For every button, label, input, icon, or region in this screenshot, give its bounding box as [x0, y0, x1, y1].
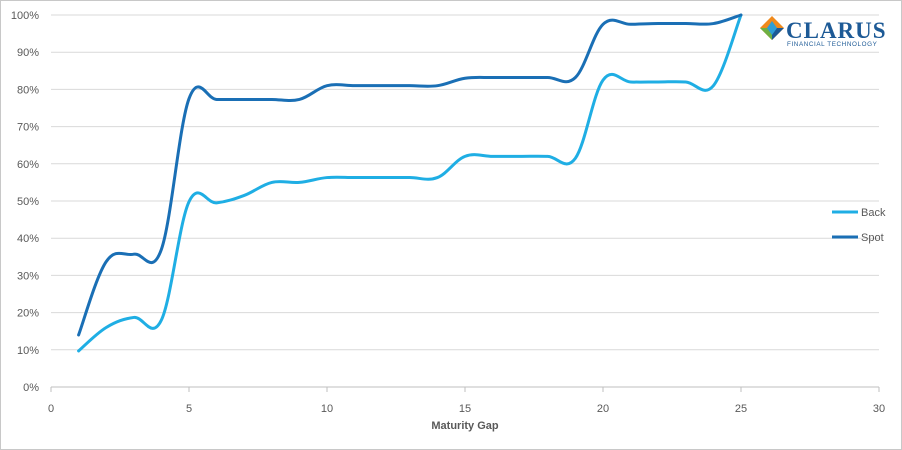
y-tick-label: 20%: [17, 308, 39, 320]
y-tick-label: 60%: [17, 159, 39, 171]
legend: Back Spot: [832, 207, 886, 244]
logo-tagline: FINANCIAL TECHNOLOGY: [787, 41, 878, 48]
series-lines: [77, 13, 743, 353]
y-tick-label: 50%: [17, 196, 39, 208]
y-tick-label: 30%: [17, 270, 39, 282]
clarus-logo: CLARUS FINANCIAL TECHNOLOGY: [760, 16, 887, 48]
y-tick-label: 0%: [23, 382, 39, 394]
legend-item-back: Back: [832, 207, 886, 219]
y-tick-label: 90%: [17, 47, 39, 59]
x-tick-label: 0: [48, 403, 54, 415]
y-tick-label: 80%: [17, 84, 39, 96]
x-tick-label: 20: [597, 403, 609, 415]
legend-label-spot: Spot: [861, 232, 884, 244]
logo-name: CLARUS: [786, 18, 887, 43]
x-tick-label: 10: [321, 403, 333, 415]
series-line-back: [77, 13, 743, 353]
legend-item-spot: Spot: [832, 232, 884, 244]
x-tick-label: 30: [873, 403, 885, 415]
y-tick-label: 10%: [17, 345, 39, 357]
x-tick-label: 25: [735, 403, 747, 415]
logo-diamond-icon: [760, 16, 784, 40]
series-line-spot: [77, 13, 743, 337]
axes: [50, 386, 880, 392]
x-tick-label: 5: [186, 403, 192, 415]
legend-label-back: Back: [861, 207, 886, 219]
y-tick-label: 40%: [17, 233, 39, 245]
y-tick-label: 100%: [11, 10, 39, 22]
y-tick-labels: 0% 10% 20% 30% 40% 50% 60% 70% 80% 90% 100%: [11, 10, 39, 394]
y-tick-label: 70%: [17, 122, 39, 134]
x-tick-label: 15: [459, 403, 471, 415]
gridlines: [51, 14, 879, 351]
x-axis-title: Maturity Gap: [431, 420, 499, 432]
x-tick-labels: 0 5 10 15 20 25 30: [48, 403, 885, 415]
